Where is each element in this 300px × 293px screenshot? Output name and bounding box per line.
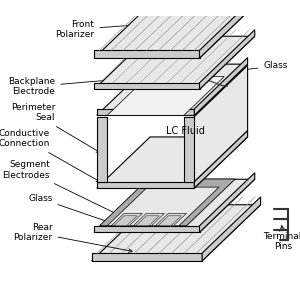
Polygon shape (107, 187, 219, 226)
Polygon shape (94, 83, 200, 89)
Text: Perimeter
Seal: Perimeter Seal (11, 103, 100, 152)
Polygon shape (184, 117, 194, 182)
Polygon shape (155, 213, 187, 226)
Polygon shape (200, 0, 255, 58)
Polygon shape (202, 197, 261, 261)
Polygon shape (114, 216, 137, 226)
Polygon shape (97, 182, 194, 188)
Polygon shape (94, 50, 200, 58)
Polygon shape (94, 226, 200, 232)
Polygon shape (158, 216, 181, 226)
Text: Backplane
Electrode: Backplane Electrode (8, 75, 151, 96)
Text: Rear
Polarizer: Rear Polarizer (14, 223, 132, 252)
Polygon shape (97, 117, 107, 182)
Text: Terminal
Pins: Terminal Pins (263, 232, 300, 251)
Polygon shape (94, 5, 255, 58)
Text: Glass: Glass (164, 62, 288, 81)
Polygon shape (97, 64, 248, 115)
Text: Front
Polarizer: Front Polarizer (55, 20, 169, 39)
Polygon shape (107, 76, 224, 115)
Polygon shape (194, 130, 248, 188)
Polygon shape (94, 179, 255, 232)
Polygon shape (92, 253, 202, 261)
Text: Segment
Electrodes: Segment Electrodes (2, 160, 122, 217)
Polygon shape (133, 213, 164, 226)
Text: Glass: Glass (28, 194, 122, 227)
Text: LC Fluid: LC Fluid (166, 126, 205, 136)
Polygon shape (200, 30, 255, 89)
Polygon shape (194, 58, 248, 115)
Polygon shape (97, 137, 248, 188)
Text: Conductive
Connection: Conductive Connection (0, 129, 100, 182)
Polygon shape (136, 216, 159, 226)
Polygon shape (92, 205, 261, 261)
Polygon shape (111, 213, 142, 226)
Polygon shape (99, 179, 235, 226)
Polygon shape (94, 36, 255, 89)
Polygon shape (97, 109, 194, 115)
Polygon shape (194, 65, 248, 182)
Polygon shape (200, 173, 255, 232)
